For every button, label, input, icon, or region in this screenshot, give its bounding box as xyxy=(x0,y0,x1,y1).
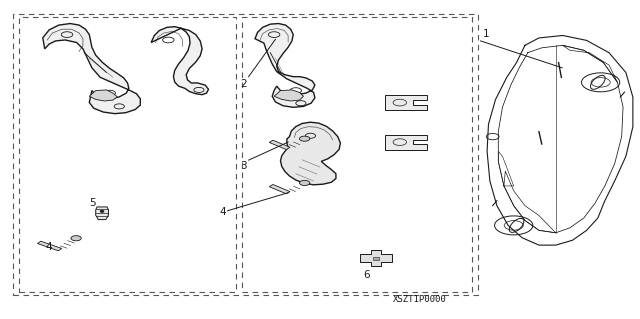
Polygon shape xyxy=(385,95,427,110)
Polygon shape xyxy=(385,135,427,150)
Text: 1: 1 xyxy=(483,29,489,39)
Bar xyxy=(373,256,380,260)
Polygon shape xyxy=(269,140,290,150)
Polygon shape xyxy=(274,90,303,101)
Text: 4: 4 xyxy=(45,242,52,252)
Text: 3: 3 xyxy=(240,161,246,171)
Polygon shape xyxy=(269,184,290,194)
Polygon shape xyxy=(43,24,140,114)
Text: 5: 5 xyxy=(89,197,96,208)
Text: XSZT1P0000: XSZT1P0000 xyxy=(394,295,447,304)
Circle shape xyxy=(100,211,104,212)
Polygon shape xyxy=(280,122,340,185)
Text: 4: 4 xyxy=(219,207,226,217)
Text: 2: 2 xyxy=(240,79,246,89)
Polygon shape xyxy=(360,250,392,266)
Polygon shape xyxy=(90,90,117,101)
Text: 6: 6 xyxy=(364,270,370,279)
Circle shape xyxy=(300,136,310,141)
Circle shape xyxy=(71,236,81,241)
Polygon shape xyxy=(38,241,61,251)
Polygon shape xyxy=(151,27,209,95)
Circle shape xyxy=(300,180,310,186)
Polygon shape xyxy=(96,207,108,219)
Polygon shape xyxy=(255,24,315,107)
